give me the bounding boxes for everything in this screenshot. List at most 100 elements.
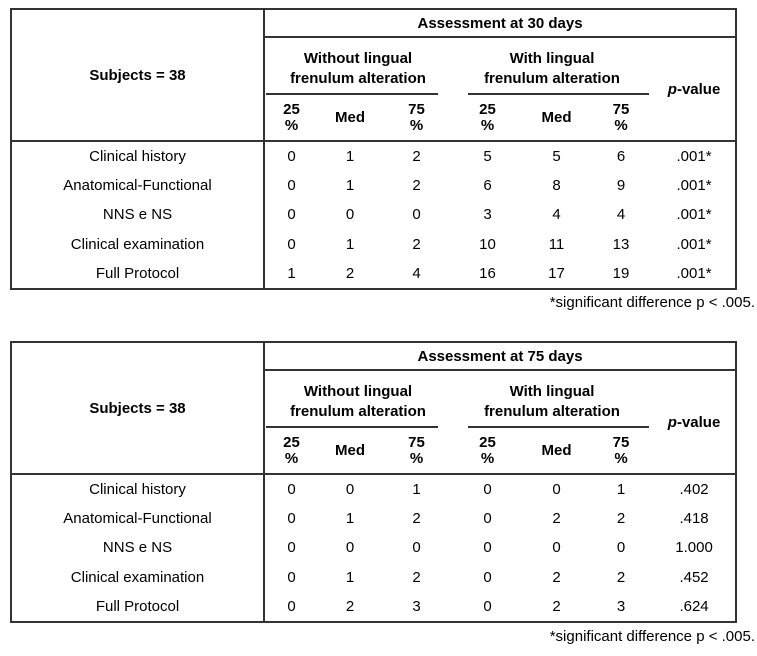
subcol-header-25: 25% (451, 95, 524, 142)
value-cell: 0 (483, 568, 492, 586)
value-cell: 6 (483, 176, 492, 194)
row-label: Clinical history (11, 474, 265, 504)
subcol-header-75: 75% (382, 95, 451, 142)
value-cell: 2 (616, 509, 626, 527)
value-cell: 0 (287, 480, 296, 498)
value-cell: 2 (345, 597, 355, 615)
table-row: Anatomical-Functional 0 1 2 0 2 2 .418 (11, 503, 736, 533)
group-header-with: With lingual frenulum alteration (451, 370, 653, 428)
row-label: Clinical examination (11, 229, 265, 259)
row-label: Anatomical-Functional (11, 170, 265, 200)
pvalue-cell: .001* (676, 147, 712, 165)
value-cell: 4 (552, 206, 561, 224)
value-cell: 16 (479, 264, 496, 282)
value-cell: 17 (548, 264, 565, 282)
value-cell: 0 (483, 509, 492, 527)
table-row: Full Protocol 0 2 3 0 2 3 .624 (11, 592, 736, 622)
row-label: Clinical history (11, 141, 265, 171)
value-cell: 0 (483, 480, 492, 498)
group-label-line: frenulum alteration (290, 70, 426, 88)
value-cell: 0 (552, 539, 561, 557)
value-cell: 0 (345, 206, 355, 224)
value-cell: 1 (345, 568, 355, 586)
value-cell: 2 (412, 568, 421, 586)
value-cell: 0 (483, 539, 492, 557)
value-cell: 6 (616, 147, 626, 165)
value-cell: 4 (616, 206, 626, 224)
spanner-rule (266, 93, 438, 95)
table-row: Clinical history 0 0 1 0 0 1 .402 (11, 474, 736, 504)
group-label-line: With lingual (509, 383, 595, 401)
value-cell: 0 (345, 539, 355, 557)
subjects-header: Subjects = 38 (11, 9, 265, 142)
row-label: Anatomical-Functional (11, 503, 265, 533)
value-cell: 1 (345, 235, 355, 253)
value-cell: 0 (552, 480, 561, 498)
value-cell: 3 (616, 597, 626, 615)
value-cell: 8 (552, 176, 561, 194)
value-cell: 2 (552, 509, 561, 527)
value-cell: 1 (345, 509, 355, 527)
subcol-header-med: Med (524, 95, 589, 142)
assessment-title: Assessment at 75 days (264, 342, 737, 371)
subcol-header-25: 25% (264, 428, 318, 475)
table-row: Clinical history 0 1 2 5 5 6 .001* (11, 141, 736, 171)
value-cell: 3 (483, 206, 492, 224)
value-cell: 0 (287, 176, 296, 194)
value-cell: 2 (616, 568, 626, 586)
value-cell: 0 (345, 480, 355, 498)
spanner-rule (468, 93, 649, 95)
significance-footnote: *significant difference p < .005. (549, 294, 755, 311)
subcol-header-25: 25% (264, 95, 318, 142)
row-label: NNS e NS (11, 533, 265, 563)
group-header-without: Without lingual frenulum alteration (264, 37, 451, 95)
value-cell: 2 (552, 597, 561, 615)
value-cell: 0 (483, 597, 492, 615)
pvalue-italic-p: p (667, 413, 677, 431)
pvalue-header: p-value (653, 37, 737, 142)
subcol-header-75: 75% (589, 95, 653, 142)
pvalue-italic-p: p (667, 80, 677, 98)
table-row: Clinical examination 0 1 2 10 11 13 .001… (11, 229, 736, 259)
table-row: Clinical examination 0 1 2 0 2 2 .452 (11, 562, 736, 592)
pvalue-cell: .001* (676, 235, 712, 253)
assessment-table-30-days: Subjects = 38 Assessment at 30 days With… (10, 8, 738, 290)
subjects-header: Subjects = 38 (11, 342, 265, 475)
group-label-line: Without lingual (303, 383, 413, 401)
table-row: NNS e NS 0 0 0 3 4 4 .001* (11, 200, 736, 230)
value-cell: 0 (287, 539, 296, 557)
group-label-line: With lingual (509, 50, 595, 68)
value-cell: 13 (612, 235, 630, 253)
value-cell: 2 (412, 235, 421, 253)
value-cell: 0 (287, 597, 296, 615)
pvalue-cell: .001* (676, 264, 712, 282)
value-cell: 0 (287, 509, 296, 527)
value-cell: 5 (483, 147, 492, 165)
row-label: Clinical examination (11, 562, 265, 592)
pvalue-cell: .452 (679, 568, 709, 586)
pvalue-cell: 1.000 (675, 539, 713, 557)
value-cell: 1 (287, 264, 296, 282)
value-cell: 1 (412, 480, 421, 498)
value-cell: 0 (287, 206, 296, 224)
value-cell: 10 (479, 235, 496, 253)
subcol-header-med: Med (318, 428, 382, 475)
pvalue-cell: .418 (679, 509, 709, 527)
spanner-rule (468, 426, 649, 428)
pvalue-rest: -value (676, 80, 721, 98)
value-cell: 3 (412, 597, 421, 615)
group-header-with: With lingual frenulum alteration (451, 37, 653, 95)
table-row: NNS e NS 0 0 0 0 0 0 1.000 (11, 533, 736, 563)
group-label-line: frenulum alteration (290, 403, 426, 421)
assessment-table-75-days: Subjects = 38 Assessment at 75 days With… (10, 341, 738, 623)
value-cell: 5 (552, 147, 561, 165)
significance-footnote: *significant difference p < .005. (549, 628, 755, 645)
spanner-rule (266, 426, 438, 428)
group-label-line: frenulum alteration (484, 70, 620, 88)
value-cell: 0 (287, 147, 296, 165)
assessment-title: Assessment at 30 days (264, 9, 737, 38)
pvalue-cell: .402 (679, 480, 709, 498)
pvalue-cell: .001* (676, 206, 712, 224)
subcol-header-25: 25% (451, 428, 524, 475)
